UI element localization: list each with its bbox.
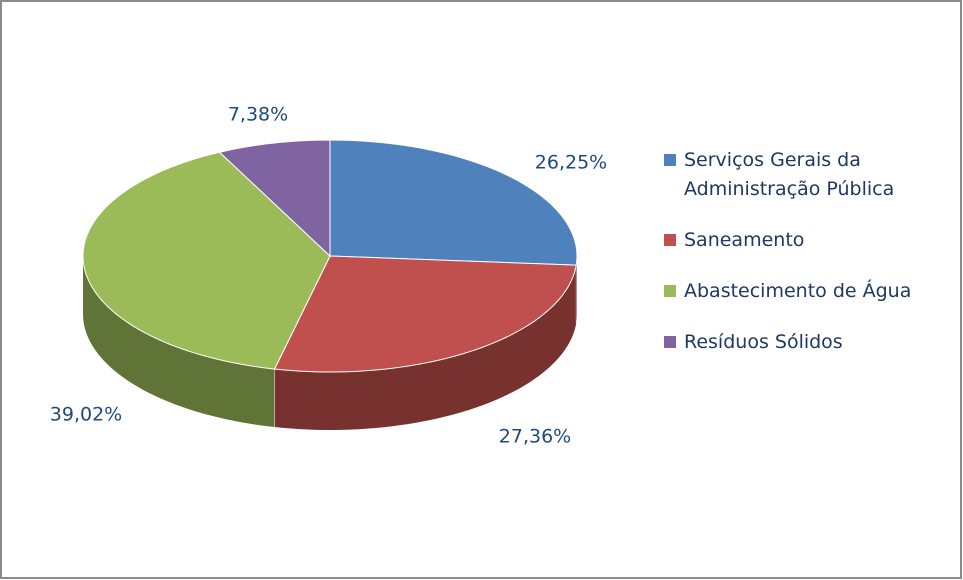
legend-label: Abastecimento de Água [684, 280, 912, 302]
legend-swatch [664, 154, 676, 166]
legend-swatch [664, 234, 676, 246]
slice-side [274, 265, 577, 430]
legend: Serviços Gerais da Administração Pública… [664, 146, 934, 379]
slice-side [83, 256, 275, 428]
slice [218, 139, 331, 258]
data-label: 27,36% [499, 426, 571, 448]
legend-item: Saneamento [664, 226, 934, 255]
legend-item: Serviços Gerais da Administração Pública [664, 146, 934, 204]
slice [273, 255, 577, 373]
legend-item: Abastecimento de Água [664, 277, 934, 306]
slice [82, 151, 331, 370]
legend-label: Serviços Gerais da Administração Pública [684, 149, 895, 200]
legend-label: Saneamento [684, 229, 805, 251]
data-label: 26,25% [535, 152, 607, 174]
legend-swatch [664, 336, 676, 348]
slice [329, 139, 578, 266]
legend-label: Resíduos Sólidos [684, 331, 843, 353]
data-label: 7,38% [228, 104, 288, 126]
legend-item: Resíduos Sólidos [664, 328, 934, 357]
legend-swatch [664, 285, 676, 297]
data-label: 39,02% [50, 404, 122, 426]
